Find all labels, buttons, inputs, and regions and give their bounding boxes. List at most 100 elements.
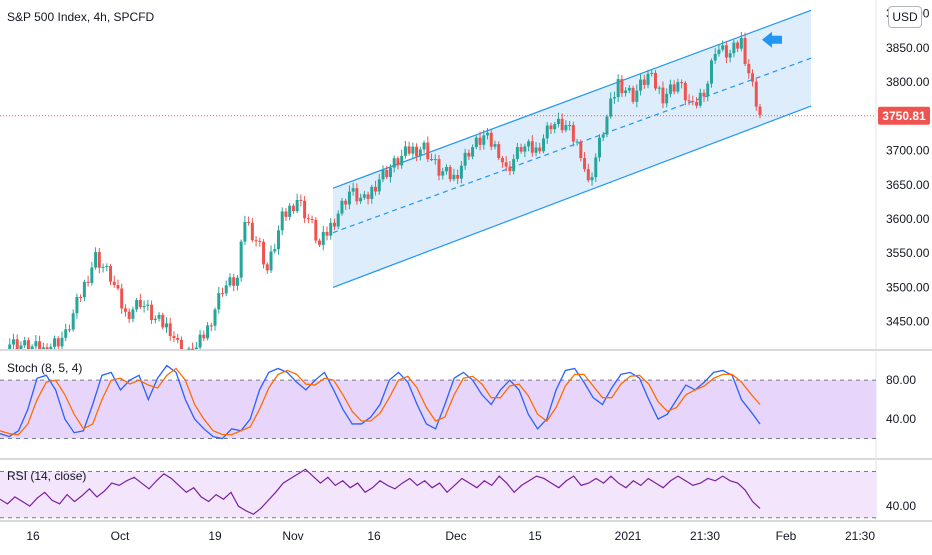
candle-body [105, 265, 109, 267]
candle-body [165, 323, 169, 328]
candle-body [232, 277, 236, 286]
candle-body [120, 288, 124, 309]
candle-body [217, 293, 221, 310]
candle-body [336, 213, 340, 227]
candle-body [377, 179, 381, 192]
candle-body [709, 60, 713, 84]
candle-body [109, 265, 113, 282]
candle-body [586, 169, 590, 181]
candle-body [60, 337, 64, 347]
candle-body [706, 83, 710, 97]
candle-body [8, 344, 12, 349]
candle-body [433, 159, 437, 161]
candle-body [508, 166, 512, 172]
stoch-axis-tick-label: 80.00 [886, 373, 916, 387]
candle-body [19, 345, 23, 349]
candle-body [273, 249, 277, 252]
candle-body [194, 347, 198, 349]
candle-body [41, 347, 45, 349]
candle-body [583, 158, 587, 170]
candle-body [26, 340, 30, 349]
candle-body [34, 341, 38, 347]
candle-body [642, 79, 646, 85]
candle-body [30, 346, 34, 349]
candle-body [362, 194, 366, 198]
candle-body [683, 82, 687, 101]
candle-body [82, 281, 86, 298]
candle-body [351, 188, 355, 192]
candle-body [691, 101, 695, 103]
candle-body [359, 197, 363, 202]
candle-body [754, 81, 758, 107]
candle-body [635, 90, 639, 102]
last-price-tag [878, 106, 930, 125]
rsi-line [0, 468, 761, 515]
candle-body [672, 84, 676, 92]
candle-body [665, 93, 669, 104]
candle-body [355, 188, 359, 202]
candle-body [332, 222, 336, 227]
candle-body [444, 166, 448, 172]
candle-body [224, 285, 228, 294]
candle-body [288, 205, 292, 217]
candle-body [534, 147, 538, 153]
candle-body [388, 167, 392, 178]
candle-body [680, 82, 684, 84]
candle-body [497, 144, 501, 159]
candle-body [314, 219, 318, 241]
candle-body [448, 166, 452, 180]
candle-body [228, 277, 232, 286]
price-axis-tick-label: 3450.00 [886, 315, 930, 329]
candle-body [150, 304, 154, 320]
time-axis-label: Dec [445, 529, 466, 543]
time-axis-label: 16 [26, 529, 40, 543]
rsi-axis-tick-label: 40.00 [886, 499, 916, 513]
candle-body [590, 177, 594, 181]
channel-lower-line[interactable] [332, 105, 812, 288]
candle-body [568, 125, 572, 127]
candle-body [489, 132, 493, 147]
candle-body [616, 79, 620, 98]
candle-body [254, 240, 258, 242]
candle-body [49, 346, 53, 349]
candle-body [64, 329, 68, 338]
candle-body [90, 267, 94, 283]
candle-body [478, 137, 482, 145]
candle-body [250, 222, 254, 241]
price-axis-tick-label: 3600.00 [886, 212, 930, 226]
channel-mid-line[interactable] [332, 57, 812, 234]
candle-body [612, 97, 616, 99]
price-axis-tick-label: 3550.00 [886, 246, 930, 260]
currency-button[interactable]: USD [888, 6, 922, 28]
candle-body [564, 125, 568, 131]
rsi-pane [0, 468, 876, 519]
candle-body [325, 231, 329, 236]
price-axis-tick-label: 3500.00 [886, 280, 930, 294]
candle-body [571, 125, 575, 142]
candle-body [280, 211, 284, 231]
candle-body [422, 142, 426, 150]
candle-body [430, 159, 434, 161]
price-axis-tick-label: 3850.00 [886, 41, 930, 55]
candle-body [291, 205, 295, 212]
candle-body [631, 87, 635, 102]
time-axis-label: 15 [528, 529, 542, 543]
candle-body [724, 45, 728, 58]
candle-body [262, 241, 266, 265]
candle-body [53, 338, 57, 347]
time-axis: 16 Oct 19 Nov 16 Dec 15 2021 21:30 Feb 21:30 [26, 529, 875, 543]
candle-body [467, 152, 471, 157]
candle-body [239, 241, 243, 278]
candle-body [116, 285, 120, 289]
candle-body [474, 137, 478, 148]
candle-body [527, 141, 531, 147]
candle-body [370, 186, 374, 199]
candle-body [687, 100, 691, 102]
time-axis-label: 2021 [615, 529, 642, 543]
stoch-axis-tick-label: 40.00 [886, 412, 916, 426]
last-price-value: 3750.81 [882, 109, 926, 123]
candle-body [657, 87, 661, 89]
candle-body [381, 169, 385, 180]
